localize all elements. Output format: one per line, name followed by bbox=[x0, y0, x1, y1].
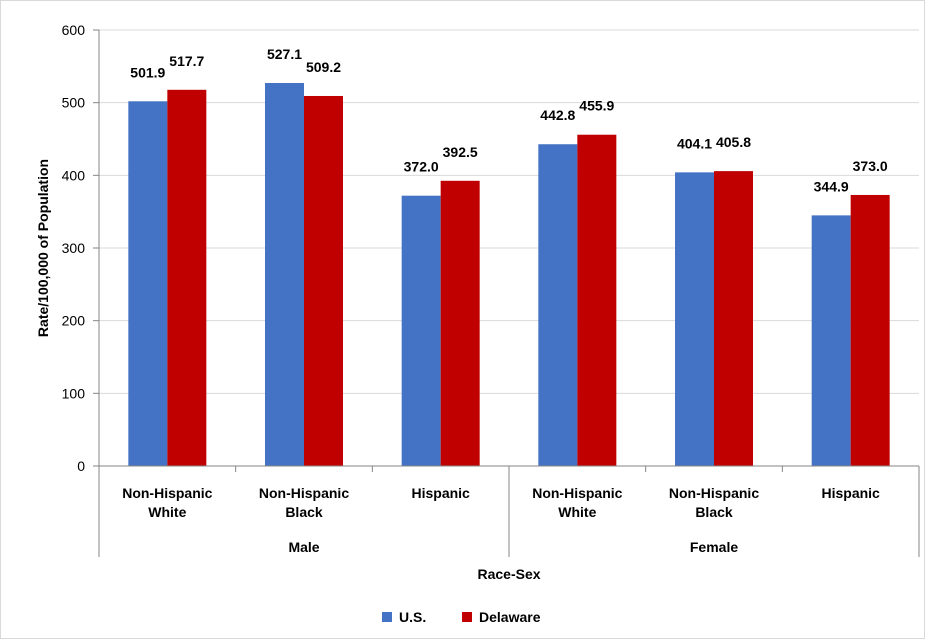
data-label: 405.8 bbox=[716, 134, 751, 150]
data-label: 455.9 bbox=[579, 98, 614, 114]
bar-delaware bbox=[167, 89, 207, 467]
x-category-label: White bbox=[558, 504, 596, 520]
data-label: 372.0 bbox=[404, 159, 439, 175]
data-label: 404.1 bbox=[677, 135, 712, 151]
data-label: 392.5 bbox=[443, 144, 478, 160]
legend-label: U.S. bbox=[399, 609, 426, 625]
bars bbox=[128, 82, 890, 467]
bar-us bbox=[265, 82, 304, 466]
data-label: 373.0 bbox=[853, 158, 888, 174]
x-category-label: White bbox=[148, 504, 186, 520]
gridlines bbox=[99, 29, 919, 394]
y-tick-label: 400 bbox=[62, 167, 86, 183]
y-tick-label: 0 bbox=[77, 458, 85, 474]
y-tick-label: 600 bbox=[62, 22, 86, 38]
bar-delaware bbox=[577, 134, 617, 467]
data-label: 501.9 bbox=[130, 64, 165, 80]
legend-swatch bbox=[382, 612, 392, 622]
legend-swatch bbox=[462, 612, 472, 622]
bar-delaware bbox=[714, 171, 753, 467]
x-category-label: Black bbox=[695, 504, 733, 520]
x-category-label: Non-Hispanic bbox=[532, 485, 622, 501]
bar-delaware bbox=[304, 95, 343, 467]
x-category-label: Non-Hispanic bbox=[669, 485, 759, 501]
x-group-label: Male bbox=[288, 539, 319, 555]
x-category-label: Non-Hispanic bbox=[259, 485, 349, 501]
data-label: 509.2 bbox=[306, 59, 341, 75]
x-axis-title: Race-Sex bbox=[477, 566, 540, 582]
axes bbox=[93, 29, 920, 557]
legend-label: Delaware bbox=[479, 609, 541, 625]
legend: U.S. Delaware bbox=[382, 609, 541, 625]
bar-us bbox=[675, 172, 714, 466]
labels: 0100200300400500600501.9527.1372.0442.84… bbox=[62, 22, 888, 555]
data-label: 517.7 bbox=[169, 53, 204, 69]
x-category-label: Hispanic bbox=[821, 485, 880, 501]
bar-us bbox=[401, 195, 441, 466]
x-category-label: Non-Hispanic bbox=[122, 485, 212, 501]
y-axis-title: Rate/100,000 of Population bbox=[35, 159, 51, 337]
bar-us bbox=[538, 144, 578, 466]
bar-us bbox=[811, 215, 851, 466]
x-category-label: Black bbox=[285, 504, 323, 520]
y-tick-label: 100 bbox=[62, 385, 86, 401]
y-tick-label: 500 bbox=[62, 95, 86, 111]
data-label: 527.1 bbox=[267, 46, 302, 62]
bar-delaware bbox=[440, 180, 480, 467]
y-tick-label: 300 bbox=[62, 240, 86, 256]
bar-delaware bbox=[850, 194, 890, 466]
y-tick-label: 200 bbox=[62, 313, 86, 329]
data-label: 442.8 bbox=[540, 107, 575, 123]
data-label: 344.9 bbox=[814, 178, 849, 194]
x-category-label: Hispanic bbox=[411, 485, 470, 501]
bar-us bbox=[128, 101, 168, 466]
x-group-label: Female bbox=[690, 539, 738, 555]
